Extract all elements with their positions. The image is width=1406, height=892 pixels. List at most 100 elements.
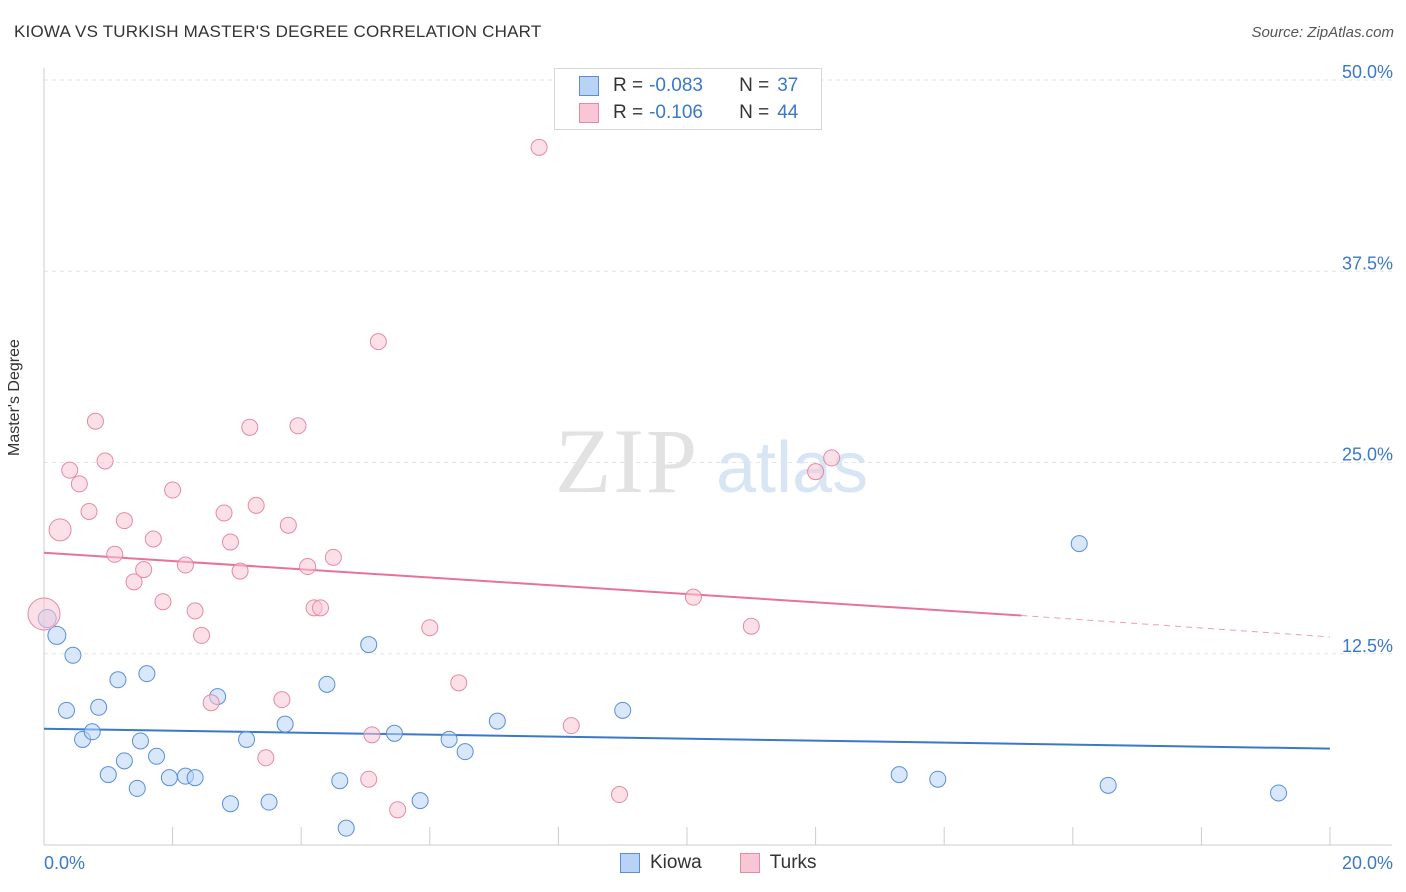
series-swatch-kiowa xyxy=(620,853,640,873)
data-point-turks[interactable] xyxy=(279,516,297,534)
data-point-kiowa[interactable] xyxy=(456,743,474,761)
data-point-turks[interactable] xyxy=(257,749,275,767)
data-point-kiowa[interactable] xyxy=(411,792,429,810)
legend-row-turks: R = -0.106 N = 44 xyxy=(579,102,798,124)
data-point-kiowa[interactable] xyxy=(360,636,378,654)
data-point-kiowa[interactable] xyxy=(109,671,127,689)
legend-r-value-kiowa: -0.083 xyxy=(649,75,703,96)
data-point-turks[interactable] xyxy=(241,418,259,436)
data-point-kiowa[interactable] xyxy=(90,698,108,716)
data-point-turks[interactable] xyxy=(299,558,317,576)
data-point-kiowa[interactable] xyxy=(83,723,101,741)
data-point-turks[interactable] xyxy=(202,694,220,712)
data-point-kiowa[interactable] xyxy=(131,732,149,750)
data-point-turks[interactable] xyxy=(164,481,182,499)
data-point-kiowa[interactable] xyxy=(238,730,256,748)
data-point-kiowa[interactable] xyxy=(337,819,355,837)
data-point-kiowa[interactable] xyxy=(929,770,947,788)
data-point-turks[interactable] xyxy=(530,138,548,156)
trend-line-turks xyxy=(43,551,1022,617)
data-point-kiowa[interactable] xyxy=(64,646,82,664)
chart-title: KIOWA VS TURKISH MASTER'S DEGREE CORRELA… xyxy=(14,22,542,41)
watermark-atlas: atlas xyxy=(716,428,868,508)
data-point-turks[interactable] xyxy=(363,726,381,744)
data-point-turks[interactable] xyxy=(176,556,194,574)
data-point-turks[interactable] xyxy=(311,599,329,617)
data-point-turks[interactable] xyxy=(154,593,172,611)
data-point-kiowa[interactable] xyxy=(1070,535,1088,553)
data-point-kiowa[interactable] xyxy=(276,715,294,733)
data-point-turks[interactable] xyxy=(70,475,88,493)
data-point-turks[interactable] xyxy=(27,597,61,631)
data-point-turks[interactable] xyxy=(742,617,760,635)
data-point-kiowa[interactable] xyxy=(99,766,117,784)
data-point-turks[interactable] xyxy=(135,561,153,579)
data-point-turks[interactable] xyxy=(273,691,291,709)
data-point-turks[interactable] xyxy=(807,463,825,481)
data-point-turks[interactable] xyxy=(215,504,233,522)
legend-swatch-kiowa xyxy=(579,76,599,96)
series-legend-kiowa[interactable]: Kiowa xyxy=(620,852,702,874)
data-point-turks[interactable] xyxy=(610,786,628,804)
data-point-turks[interactable] xyxy=(80,502,98,520)
data-point-turks[interactable] xyxy=(106,545,124,563)
data-points xyxy=(27,138,1288,837)
data-point-kiowa[interactable] xyxy=(1099,776,1117,794)
trend-lines xyxy=(43,551,1331,750)
series-legend-turks[interactable]: Turks xyxy=(739,852,817,874)
data-point-turks[interactable] xyxy=(186,602,204,620)
data-point-turks[interactable] xyxy=(562,717,580,735)
data-point-kiowa[interactable] xyxy=(614,701,632,719)
data-point-turks[interactable] xyxy=(231,562,249,580)
data-point-kiowa[interactable] xyxy=(260,793,278,811)
data-point-turks[interactable] xyxy=(48,518,72,542)
y-tick-label: 37.5% xyxy=(1342,253,1393,273)
data-point-turks[interactable] xyxy=(421,619,439,637)
data-point-turks[interactable] xyxy=(324,548,342,566)
legend-n-value-kiowa: 37 xyxy=(777,75,799,96)
data-point-turks[interactable] xyxy=(247,496,265,514)
chart-source: Source: ZipAtlas.com xyxy=(1251,24,1394,41)
data-point-turks[interactable] xyxy=(360,770,378,788)
trend-line-extension-turks xyxy=(1021,615,1331,638)
data-point-turks[interactable] xyxy=(125,573,143,591)
data-point-kiowa[interactable] xyxy=(148,747,166,765)
legend-n-value-turks: 44 xyxy=(777,102,799,123)
data-point-turks[interactable] xyxy=(450,674,468,692)
x-tick-label: 20.0% xyxy=(1342,853,1393,873)
data-point-kiowa[interactable] xyxy=(318,675,336,693)
data-point-kiowa[interactable] xyxy=(385,724,403,742)
data-point-kiowa[interactable] xyxy=(186,769,204,787)
data-point-turks[interactable] xyxy=(684,588,702,606)
data-point-kiowa[interactable] xyxy=(488,712,506,730)
watermark-zip: ZIP xyxy=(555,410,699,512)
data-point-kiowa[interactable] xyxy=(58,701,76,719)
data-point-turks[interactable] xyxy=(389,801,407,819)
series-swatch-turks xyxy=(739,853,760,873)
legend-row-kiowa: R = -0.083 N = 37 xyxy=(579,75,798,97)
data-point-turks[interactable] xyxy=(115,512,133,530)
data-point-turks[interactable] xyxy=(144,530,162,548)
data-point-turks[interactable] xyxy=(369,333,387,351)
data-point-kiowa[interactable] xyxy=(47,625,67,645)
data-point-kiowa[interactable] xyxy=(1270,784,1288,802)
data-point-turks[interactable] xyxy=(823,449,841,467)
legend-r-label: R = xyxy=(613,102,644,123)
data-point-turks[interactable] xyxy=(86,412,104,430)
data-point-turks[interactable] xyxy=(289,417,307,435)
data-point-kiowa[interactable] xyxy=(138,665,156,683)
data-point-kiowa[interactable] xyxy=(890,766,908,784)
data-point-kiowa[interactable] xyxy=(128,779,146,797)
axes xyxy=(43,68,1392,846)
data-point-turks[interactable] xyxy=(193,626,211,644)
data-point-kiowa[interactable] xyxy=(115,752,133,770)
data-point-kiowa[interactable] xyxy=(221,795,239,813)
data-point-kiowa[interactable] xyxy=(440,730,458,748)
legend-swatch-turks xyxy=(579,103,599,123)
data-point-kiowa[interactable] xyxy=(331,772,349,790)
data-point-kiowa[interactable] xyxy=(160,769,178,787)
data-point-turks[interactable] xyxy=(96,452,114,470)
data-point-turks[interactable] xyxy=(61,461,79,479)
data-point-turks[interactable] xyxy=(221,533,239,551)
